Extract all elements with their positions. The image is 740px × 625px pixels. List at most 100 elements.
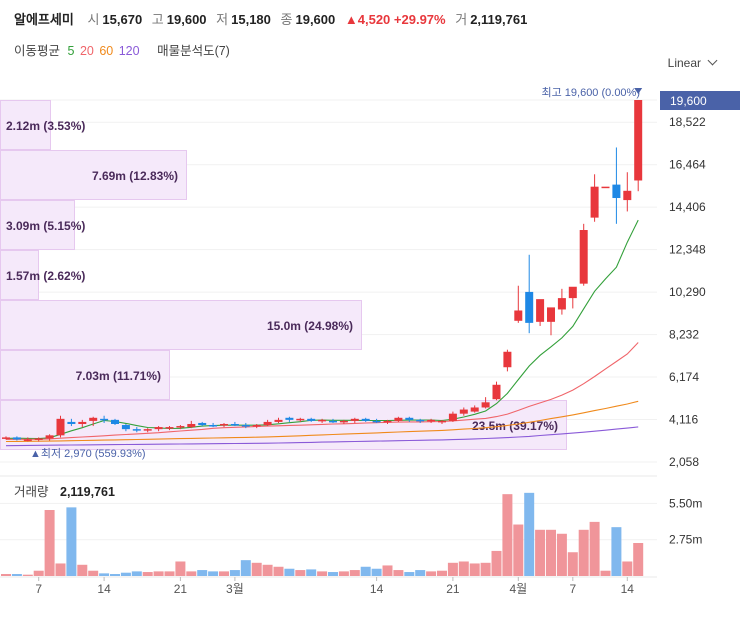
volume-bar bbox=[99, 573, 110, 576]
x-axis-label: 7 bbox=[35, 582, 42, 596]
candle bbox=[296, 418, 305, 421]
scale-mode-dropdown[interactable]: Linear bbox=[667, 55, 718, 70]
volume-bar bbox=[22, 574, 33, 576]
candle bbox=[143, 429, 152, 431]
ma-60-label: 60 bbox=[99, 44, 114, 58]
candle bbox=[547, 307, 555, 322]
volume-axis-label: 2.75m bbox=[669, 533, 702, 547]
candle bbox=[230, 423, 239, 426]
candle bbox=[252, 425, 261, 427]
x-axis-label: 14 bbox=[97, 582, 111, 596]
volume-bar bbox=[33, 570, 44, 576]
volume-profile-label: 매물분석도(7) bbox=[157, 44, 230, 58]
x-axis-label: 3월 bbox=[226, 582, 244, 596]
volume-bar bbox=[589, 521, 600, 576]
price-axis-label: 6,174 bbox=[669, 370, 699, 384]
price-axis-label: 4,116 bbox=[669, 413, 698, 427]
volume-bar bbox=[338, 571, 349, 576]
volume-bar bbox=[44, 510, 55, 576]
candle bbox=[568, 286, 577, 299]
candle bbox=[23, 439, 32, 441]
volume-bar bbox=[611, 527, 622, 576]
volume-bar bbox=[382, 565, 393, 576]
volume-profile-label: 2.12m (3.53%) bbox=[6, 119, 85, 133]
candle bbox=[318, 419, 327, 422]
volume-bar bbox=[393, 570, 404, 576]
stock-name[interactable]: 알에프세미 bbox=[14, 12, 74, 27]
volume-bar bbox=[284, 568, 295, 576]
candle bbox=[350, 418, 359, 421]
ma-5-label: 5 bbox=[67, 44, 75, 58]
close-label: 종 bbox=[280, 12, 293, 27]
candle bbox=[503, 351, 512, 368]
high-value: 19,600 bbox=[166, 12, 207, 27]
candle bbox=[198, 422, 207, 426]
x-axis-label: 21 bbox=[174, 582, 188, 596]
volume-bar bbox=[251, 562, 262, 576]
volume-bar bbox=[426, 571, 437, 576]
volume-bar bbox=[513, 524, 524, 576]
candle bbox=[590, 186, 599, 218]
candle bbox=[209, 425, 218, 427]
candle bbox=[307, 418, 316, 421]
high-label: 고 bbox=[151, 12, 164, 27]
close-value: 19,600 bbox=[295, 12, 336, 27]
candle bbox=[612, 184, 621, 199]
price-axis-label: 8,232 bbox=[669, 328, 699, 342]
candle bbox=[623, 190, 632, 201]
volume-bar bbox=[55, 563, 66, 576]
candle bbox=[56, 418, 65, 436]
candle bbox=[111, 419, 119, 424]
volume-profile-bar bbox=[0, 350, 170, 400]
candle bbox=[187, 423, 196, 428]
volume-bar bbox=[131, 571, 142, 576]
volume-axis-label: 5.50m bbox=[669, 496, 702, 510]
candle bbox=[514, 310, 523, 321]
change-value: ▲4,520 bbox=[344, 12, 391, 27]
volume-bar bbox=[306, 569, 317, 576]
candle bbox=[536, 299, 545, 322]
volume-profile-label: 1.57m (2.62%) bbox=[6, 269, 85, 283]
ma-label: 이동평균 bbox=[14, 44, 61, 58]
current-price-label: 19,600 bbox=[670, 94, 707, 108]
candle bbox=[383, 420, 392, 423]
candle bbox=[470, 407, 479, 412]
ma-120-label: 120 bbox=[118, 44, 140, 58]
volume-bar bbox=[77, 564, 88, 576]
volume-profile-bar bbox=[0, 250, 39, 300]
candle bbox=[154, 427, 163, 430]
candle bbox=[339, 420, 348, 423]
x-axis-label: 4월 bbox=[509, 582, 527, 596]
volume-bar bbox=[317, 571, 328, 576]
volume-profile-label: 3.09m (5.15%) bbox=[6, 219, 85, 233]
scale-mode-label: Linear bbox=[667, 56, 701, 70]
volume-bar bbox=[502, 494, 513, 576]
volume-bar bbox=[360, 566, 371, 576]
candle bbox=[557, 298, 566, 310]
candle bbox=[481, 402, 490, 408]
moving-average-legend[interactable]: 이동평균 5 20 60 120 매물분석도(7) bbox=[14, 40, 234, 59]
volume-bar bbox=[66, 507, 77, 576]
ma-20-label: 20 bbox=[79, 44, 94, 58]
candle bbox=[176, 426, 185, 428]
price-axis-label: 12,348 bbox=[669, 243, 706, 257]
candle bbox=[263, 421, 272, 426]
change-percent: +29.97% bbox=[393, 12, 446, 27]
volume-bar bbox=[120, 572, 131, 576]
low-marker-label: ▲최저 2,970 (559.93%) bbox=[30, 447, 146, 460]
volume-bar bbox=[197, 570, 208, 576]
candle bbox=[634, 100, 643, 181]
volume-bar bbox=[295, 570, 306, 576]
candle bbox=[285, 417, 294, 420]
ma120-line bbox=[5, 426, 639, 447]
volume-bar bbox=[328, 572, 338, 576]
candle bbox=[372, 420, 381, 423]
candle bbox=[525, 291, 534, 323]
price-axis-label: 14,406 bbox=[669, 200, 706, 214]
volume-bar bbox=[437, 570, 447, 576]
volume-profile-label: 7.03m (11.71%) bbox=[76, 369, 161, 383]
volume-bar bbox=[469, 563, 480, 576]
volume-bar bbox=[219, 571, 229, 576]
volume-bar bbox=[546, 529, 556, 576]
